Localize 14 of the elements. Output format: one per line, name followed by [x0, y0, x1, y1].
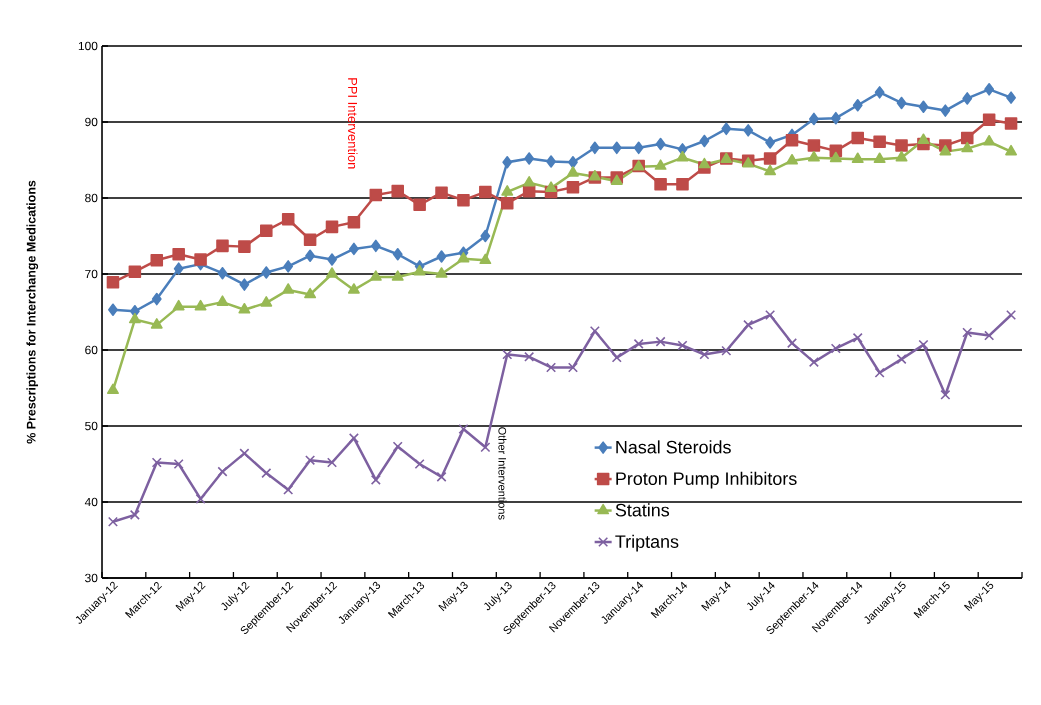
annotation: PPI Intervention: [347, 78, 358, 169]
y-tick-label: 80: [85, 193, 98, 203]
y-tick-label: 30: [85, 573, 98, 583]
legend-label: Proton Pump Inhibitors: [616, 471, 797, 489]
y-tick-label: 100: [78, 41, 98, 51]
y-axis-title: % Prescriptions for Interchange Medications: [26, 180, 39, 444]
y-tick-label: 90: [85, 117, 98, 127]
legend-label: Nasal Steroids: [616, 440, 731, 454]
legend-label: Statins: [615, 503, 670, 517]
legend-label: Triptans: [615, 534, 679, 552]
y-tick-label: 70: [85, 269, 98, 279]
y-tick-label: 50: [85, 421, 98, 431]
y-tick-label: 60: [85, 345, 98, 355]
y-tick-label: 40: [84, 497, 98, 507]
